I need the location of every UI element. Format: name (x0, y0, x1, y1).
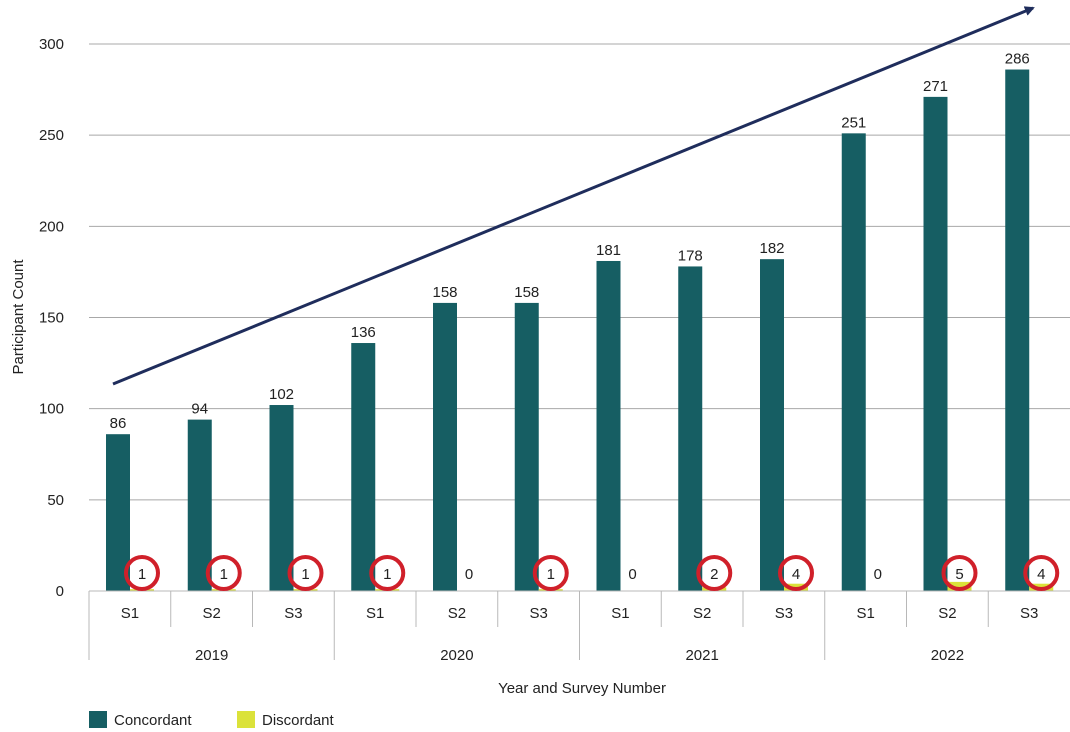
x-axis: S1 S2 S3 S1 S2 S3 S1 S2 S3 S1 S2 S3 2019 2020 2021 2022 (88, 590, 1070, 664)
bar-concordant (760, 259, 784, 591)
x-tick-label: S2 (693, 605, 711, 622)
data-label-concordant: 181 (596, 242, 621, 259)
data-label-discordant: 1 (383, 566, 391, 583)
highlight-circle (778, 555, 814, 591)
y-tick-label: 50 (47, 492, 64, 509)
data-label-concordant: 136 (351, 324, 376, 341)
y-tick-label: 0 (56, 583, 64, 600)
highlight-circle (124, 555, 160, 591)
legend-swatch-concordant (89, 711, 107, 728)
highlight-circle (696, 555, 733, 591)
trend-arrow (112, 6, 1035, 386)
data-label-discordant: 1 (301, 566, 309, 583)
data-label-concordant: 158 (432, 284, 457, 301)
legend-swatch-discordant (237, 711, 255, 728)
gridlines (89, 43, 1070, 501)
data-label-concordant: 94 (191, 401, 208, 418)
bar-concordant (923, 96, 948, 592)
data-label-discordant: 0 (628, 566, 636, 583)
x-tick-label: S3 (529, 605, 547, 622)
data-label-concordant: 286 (1005, 51, 1030, 68)
y-tick-label: 250 (39, 127, 64, 144)
x-tick-label: S2 (938, 605, 956, 622)
bar-concordant (433, 302, 457, 591)
y-tick-label: 100 (39, 401, 64, 418)
x-tick-label: S2 (202, 605, 220, 622)
y-tick-label: 300 (39, 36, 64, 53)
bar-concordant (269, 405, 294, 591)
bar-discordant (947, 581, 972, 591)
highlight-circle (532, 555, 569, 591)
x-group-label: 2019 (195, 647, 228, 664)
x-tick-label: S3 (775, 605, 793, 622)
data-label-discordant: 1 (220, 566, 228, 583)
x-tick-label: S3 (1020, 605, 1038, 622)
bar-concordant (1005, 69, 1030, 591)
x-group-label: 2021 (685, 647, 718, 664)
data-label-discordant: 0 (465, 566, 473, 583)
x-tick-label: S1 (611, 605, 629, 622)
x-group-label: 2022 (931, 647, 964, 664)
y-axis-ticks: 0 50 100 150 200 250 300 (39, 36, 64, 600)
bar-concordant (678, 266, 703, 591)
highlight-circle (205, 555, 242, 591)
data-label-concordant: 182 (759, 240, 784, 257)
legend: Concordant Discordant (89, 711, 335, 729)
y-tick-label: 200 (39, 218, 64, 235)
data-label-discordant: 1 (547, 566, 555, 583)
y-axis-title: Participant Count (10, 259, 27, 375)
x-axis-title: Year and Survey Number (498, 680, 666, 697)
data-label-discordant: 0 (874, 566, 882, 583)
x-tick-label: S1 (121, 605, 139, 622)
bar-concordant (351, 343, 376, 591)
data-label-discordant: 1 (138, 566, 146, 583)
data-label-concordant: 251 (841, 114, 866, 131)
data-label-concordant: 102 (269, 386, 294, 403)
data-label-concordant: 271 (923, 78, 948, 95)
highlight-circle (941, 555, 978, 591)
bar-concordant (596, 260, 621, 591)
bar-concordant (841, 133, 866, 592)
bar-concordant (187, 419, 212, 591)
data-label-concordant: 178 (678, 247, 703, 264)
data-label-discordant: 4 (1037, 566, 1045, 583)
data-label-discordant: 2 (710, 566, 718, 583)
x-tick-label: S2 (448, 605, 466, 622)
x-tick-label: S3 (284, 605, 302, 622)
legend-label-discordant: Discordant (262, 712, 335, 729)
x-group-label: 2020 (440, 647, 473, 664)
highlight-circle (1023, 555, 1060, 591)
y-tick-label: 150 (39, 310, 64, 327)
x-tick-label: S1 (856, 605, 874, 622)
bar-concordant (514, 302, 539, 591)
data-label-discordant: 4 (792, 566, 800, 583)
data-label-concordant: 158 (514, 284, 539, 301)
legend-label-concordant: Concordant (114, 712, 192, 729)
x-tick-label: S1 (366, 605, 384, 622)
data-label-concordant: 86 (110, 415, 127, 432)
highlight-circle (369, 555, 406, 591)
highlight-circle (287, 555, 324, 591)
data-label-discordant: 5 (955, 566, 963, 583)
